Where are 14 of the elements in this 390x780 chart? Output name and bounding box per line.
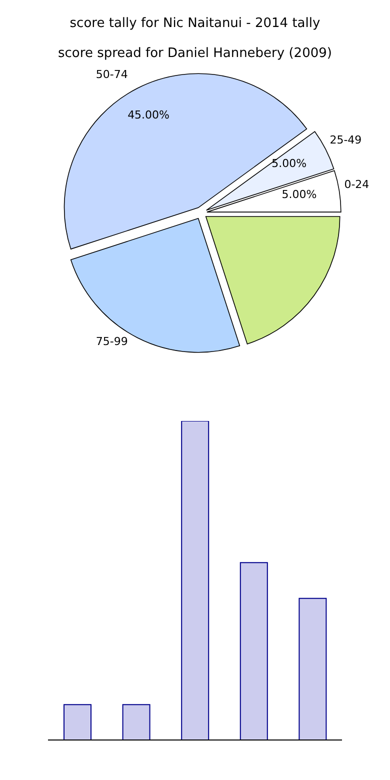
data-label: 5.00% — [282, 188, 317, 202]
chart-subtitle: score spread for Daniel Hannebery (2009) — [57, 46, 333, 61]
bar — [122, 704, 150, 740]
slice-label: 25-49 — [330, 133, 362, 146]
bar — [64, 704, 92, 740]
bar — [298, 598, 327, 740]
slice-label: 0-24 — [344, 178, 370, 192]
slice-label: 50-74 — [96, 68, 128, 81]
bar — [181, 421, 210, 740]
data-label: 45.00% — [128, 108, 170, 122]
data-label: 5.00% — [272, 157, 307, 170]
slice-label: 75-99 — [96, 335, 128, 348]
bar — [240, 562, 268, 740]
chart-title: score tally for Nic Naitanui - 2014 tally — [68, 16, 322, 31]
